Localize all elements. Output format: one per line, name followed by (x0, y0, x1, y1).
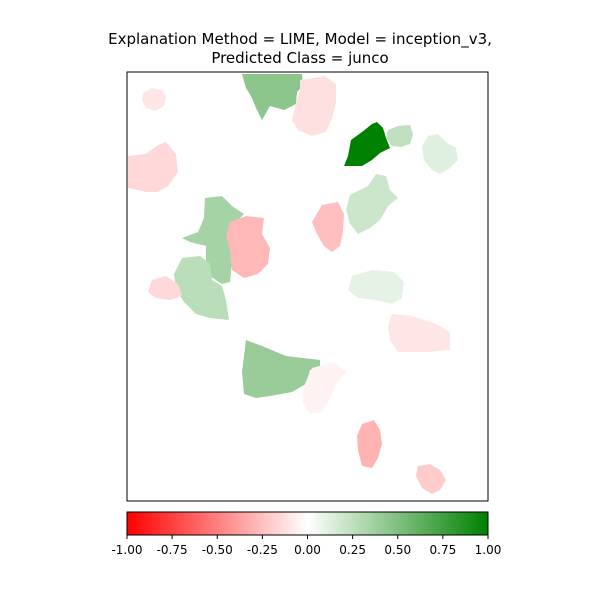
colorbar-tick-label: -0.25 (247, 543, 278, 557)
segment-top-right-light-green (386, 125, 413, 147)
segment-bottom-green (242, 340, 320, 398)
colorbar-tick-label: 1.00 (475, 543, 502, 557)
colorbar: -1.00 -0.75 -0.50 -0.25 0.00 0.25 0.50 0.75 1.00 (111, 511, 501, 557)
chart-title-line-2: Predicted Class = junco (211, 49, 389, 67)
segment-left-pink (128, 142, 178, 192)
segment-bottom-right-pink (416, 464, 446, 494)
segment-middle-pink (312, 202, 344, 252)
segment-bottom-faint-pink (302, 362, 346, 414)
colorbar-ticks: -1.00 -0.75 -0.50 -0.25 0.00 0.25 0.50 0.75 1.00 (111, 535, 501, 557)
heatmap-border (126, 71, 489, 502)
colorbar-tick-label: -0.75 (157, 543, 188, 557)
colorbar-tick-label: 0.00 (294, 543, 321, 557)
segment-left-green-lower (174, 256, 229, 320)
segment-top-center-green (242, 74, 303, 120)
colorbar-tick-label: 0.25 (339, 543, 366, 557)
segment-far-right-light-green (422, 134, 458, 174)
segment-right-pink (388, 314, 450, 352)
segment-right-mid-green (346, 174, 398, 234)
colorbar-tick-label: 0.50 (384, 543, 411, 557)
segment-bottom-center-pink (357, 420, 382, 468)
colorbar-gradient (127, 512, 488, 535)
chart-title: Explanation Method = LIME, Model = incep… (0, 30, 600, 68)
segment-top-left-small (142, 88, 166, 111)
segment-center-faint-green (348, 270, 404, 304)
chart-title-line-1: Explanation Method = LIME, Model = incep… (108, 30, 492, 48)
colorbar-tick-label: -0.50 (202, 543, 233, 557)
segment-dark-green (344, 122, 390, 166)
segment-left-green-upper (182, 196, 244, 284)
segment-center-pink (226, 216, 270, 278)
colorbar-tick-label: -1.00 (111, 543, 142, 557)
heatmap-axes (126, 71, 489, 502)
segment-top-center-pink (292, 76, 336, 136)
segment-small-left-pink (148, 276, 182, 300)
colorbar-tick-label: 0.75 (430, 543, 457, 557)
